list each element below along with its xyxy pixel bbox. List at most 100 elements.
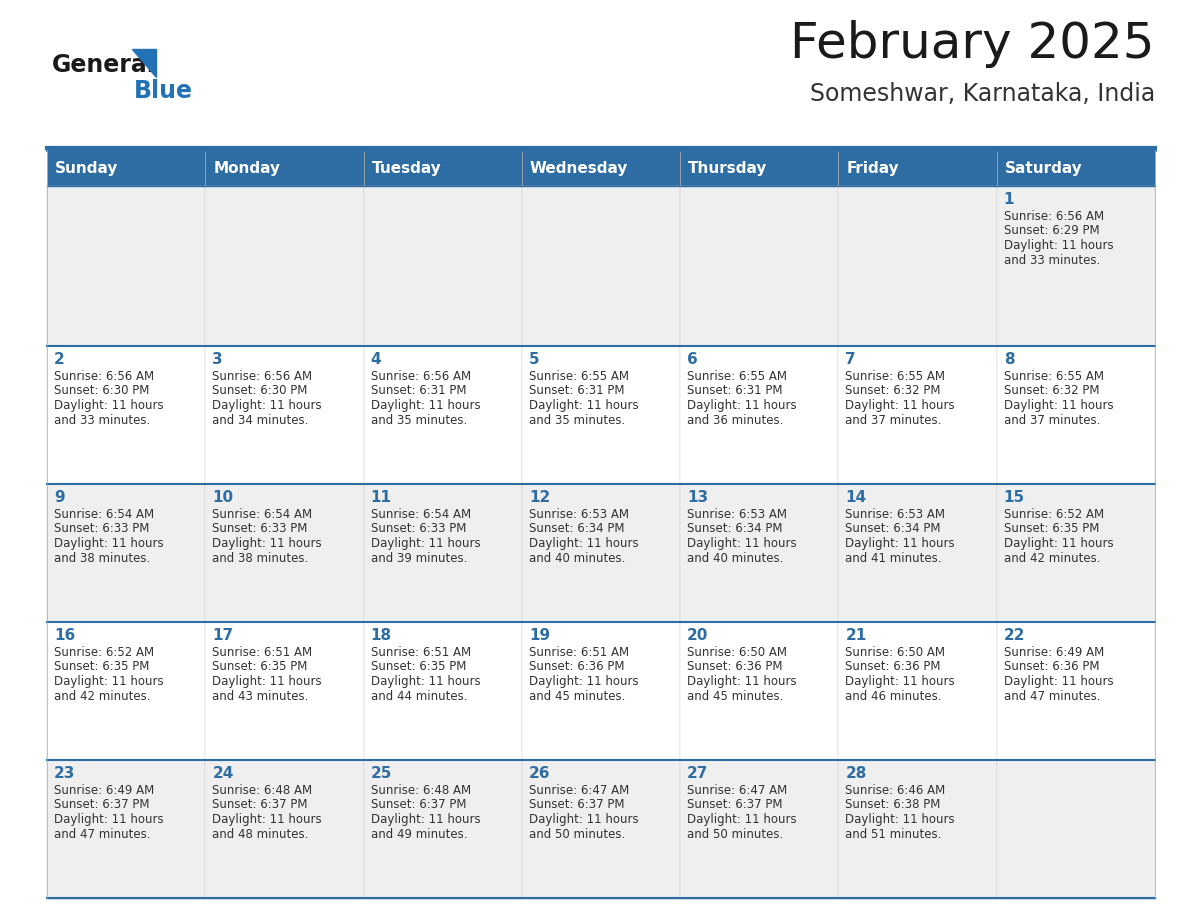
Text: Sunset: 6:31 PM: Sunset: 6:31 PM	[529, 385, 625, 397]
Text: Daylight: 11 hours: Daylight: 11 hours	[53, 675, 164, 688]
Text: and 46 minutes.: and 46 minutes.	[846, 689, 942, 702]
Bar	[839, 484, 997, 622]
Bar	[48, 760, 206, 898]
Text: 20: 20	[687, 628, 708, 643]
Text: and 40 minutes.: and 40 minutes.	[529, 552, 625, 565]
Text: and 50 minutes.: and 50 minutes.	[529, 827, 625, 841]
Text: Sunset: 6:36 PM: Sunset: 6:36 PM	[687, 660, 783, 674]
Text: Sunrise: 6:51 AM: Sunrise: 6:51 AM	[371, 646, 470, 659]
Text: Sunrise: 6:48 AM: Sunrise: 6:48 AM	[213, 784, 312, 797]
Text: and 51 minutes.: and 51 minutes.	[846, 827, 942, 841]
Text: and 35 minutes.: and 35 minutes.	[371, 413, 467, 427]
Text: Sunset: 6:38 PM: Sunset: 6:38 PM	[846, 799, 941, 812]
Text: 2: 2	[53, 352, 65, 367]
Text: Sunset: 6:35 PM: Sunset: 6:35 PM	[53, 660, 150, 674]
Text: 12: 12	[529, 490, 550, 505]
Bar	[364, 760, 522, 898]
Text: Sunrise: 6:56 AM: Sunrise: 6:56 AM	[1004, 210, 1104, 223]
Text: Wednesday: Wednesday	[530, 161, 628, 175]
Text: 5: 5	[529, 352, 539, 367]
Text: Sunrise: 6:54 AM: Sunrise: 6:54 AM	[53, 508, 154, 521]
Text: 1: 1	[1004, 192, 1015, 207]
Text: Daylight: 11 hours: Daylight: 11 hours	[687, 675, 797, 688]
Bar	[997, 186, 1155, 346]
Text: Daylight: 11 hours: Daylight: 11 hours	[846, 537, 955, 550]
Bar	[839, 346, 997, 484]
Text: Someshwar, Karnataka, India: Someshwar, Karnataka, India	[810, 82, 1155, 106]
Text: and 44 minutes.: and 44 minutes.	[371, 689, 467, 702]
Text: Sunrise: 6:54 AM: Sunrise: 6:54 AM	[371, 508, 470, 521]
Text: Sunset: 6:35 PM: Sunset: 6:35 PM	[1004, 522, 1099, 535]
Text: Sunrise: 6:50 AM: Sunrise: 6:50 AM	[687, 646, 788, 659]
Bar	[839, 150, 997, 186]
Text: and 40 minutes.: and 40 minutes.	[687, 552, 784, 565]
Text: Friday: Friday	[846, 161, 899, 175]
Text: 14: 14	[846, 490, 866, 505]
Text: Sunrise: 6:53 AM: Sunrise: 6:53 AM	[846, 508, 946, 521]
Text: Monday: Monday	[214, 161, 280, 175]
Text: Sunset: 6:30 PM: Sunset: 6:30 PM	[53, 385, 150, 397]
Bar	[206, 346, 364, 484]
Text: Sunrise: 6:49 AM: Sunrise: 6:49 AM	[53, 784, 154, 797]
Bar	[48, 622, 206, 760]
Bar	[364, 622, 522, 760]
Text: Sunrise: 6:55 AM: Sunrise: 6:55 AM	[846, 370, 946, 383]
Text: and 45 minutes.: and 45 minutes.	[687, 689, 784, 702]
Text: Sunset: 6:36 PM: Sunset: 6:36 PM	[1004, 660, 1099, 674]
Bar	[206, 150, 364, 186]
Text: 11: 11	[371, 490, 392, 505]
Text: and 43 minutes.: and 43 minutes.	[213, 689, 309, 702]
Text: Sunset: 6:31 PM: Sunset: 6:31 PM	[371, 385, 466, 397]
Text: Sunset: 6:34 PM: Sunset: 6:34 PM	[687, 522, 783, 535]
Text: Sunrise: 6:55 AM: Sunrise: 6:55 AM	[1004, 370, 1104, 383]
Text: Sunset: 6:31 PM: Sunset: 6:31 PM	[687, 385, 783, 397]
Text: Sunset: 6:37 PM: Sunset: 6:37 PM	[529, 799, 625, 812]
Text: 4: 4	[371, 352, 381, 367]
Text: Sunset: 6:35 PM: Sunset: 6:35 PM	[371, 660, 466, 674]
Text: Daylight: 11 hours: Daylight: 11 hours	[687, 537, 797, 550]
Text: Sunrise: 6:47 AM: Sunrise: 6:47 AM	[529, 784, 630, 797]
Text: 28: 28	[846, 766, 867, 781]
Text: and 47 minutes.: and 47 minutes.	[1004, 689, 1100, 702]
Text: 21: 21	[846, 628, 867, 643]
Text: 19: 19	[529, 628, 550, 643]
Text: Daylight: 11 hours: Daylight: 11 hours	[1004, 537, 1113, 550]
Text: 26: 26	[529, 766, 550, 781]
Text: Sunrise: 6:56 AM: Sunrise: 6:56 AM	[213, 370, 312, 383]
Text: and 35 minutes.: and 35 minutes.	[529, 413, 625, 427]
Bar	[681, 150, 839, 186]
Text: Daylight: 11 hours: Daylight: 11 hours	[213, 537, 322, 550]
Text: Sunset: 6:37 PM: Sunset: 6:37 PM	[371, 799, 466, 812]
Text: Daylight: 11 hours: Daylight: 11 hours	[213, 399, 322, 412]
Text: Sunset: 6:37 PM: Sunset: 6:37 PM	[213, 799, 308, 812]
Text: Sunset: 6:30 PM: Sunset: 6:30 PM	[213, 385, 308, 397]
Bar	[839, 760, 997, 898]
Text: Daylight: 11 hours: Daylight: 11 hours	[371, 813, 480, 826]
Bar	[48, 346, 206, 484]
Bar	[48, 484, 206, 622]
Bar	[681, 760, 839, 898]
Text: and 42 minutes.: and 42 minutes.	[1004, 552, 1100, 565]
Bar	[681, 346, 839, 484]
Text: Sunrise: 6:53 AM: Sunrise: 6:53 AM	[529, 508, 628, 521]
Text: Sunset: 6:37 PM: Sunset: 6:37 PM	[687, 799, 783, 812]
Text: Daylight: 11 hours: Daylight: 11 hours	[53, 813, 164, 826]
Text: Sunrise: 6:48 AM: Sunrise: 6:48 AM	[371, 784, 470, 797]
Text: Daylight: 11 hours: Daylight: 11 hours	[529, 813, 638, 826]
Text: Sunrise: 6:56 AM: Sunrise: 6:56 AM	[53, 370, 154, 383]
Text: and 38 minutes.: and 38 minutes.	[53, 552, 150, 565]
Bar	[839, 622, 997, 760]
Bar	[522, 622, 681, 760]
Text: and 34 minutes.: and 34 minutes.	[213, 413, 309, 427]
Bar	[206, 484, 364, 622]
Text: 27: 27	[687, 766, 708, 781]
Bar	[997, 346, 1155, 484]
Text: Sunrise: 6:53 AM: Sunrise: 6:53 AM	[687, 508, 788, 521]
Bar	[206, 622, 364, 760]
Text: Daylight: 11 hours: Daylight: 11 hours	[371, 399, 480, 412]
Text: and 39 minutes.: and 39 minutes.	[371, 552, 467, 565]
Text: Daylight: 11 hours: Daylight: 11 hours	[687, 813, 797, 826]
Text: Sunrise: 6:54 AM: Sunrise: 6:54 AM	[213, 508, 312, 521]
Text: Sunday: Sunday	[55, 161, 119, 175]
Text: Sunrise: 6:56 AM: Sunrise: 6:56 AM	[371, 370, 470, 383]
